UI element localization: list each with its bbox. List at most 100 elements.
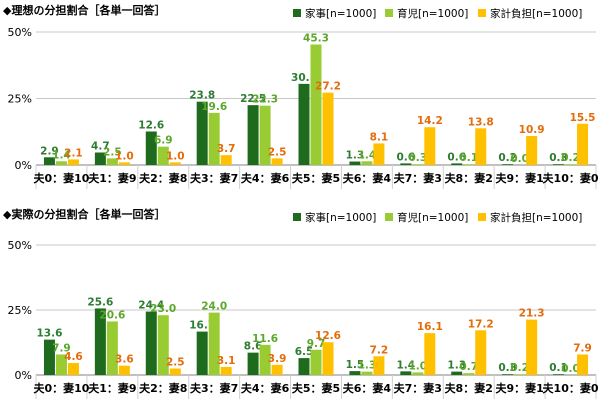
data-label: 2.5 [103, 146, 122, 158]
legend-label: 家事[n=1000] [305, 7, 376, 20]
bar [67, 363, 79, 375]
legend-swatch [385, 213, 393, 221]
bar [475, 128, 487, 165]
data-label: 0.1 [549, 362, 568, 374]
bar [259, 344, 271, 375]
bar [373, 143, 385, 165]
data-label: 27.2 [315, 81, 341, 93]
data-label: 22.3 [252, 94, 278, 106]
category-label: 夫4：妻6 [241, 381, 290, 395]
bar [43, 339, 55, 375]
legend-swatch [293, 9, 301, 17]
category-label: 夫10：妻0 [543, 381, 599, 395]
bar [553, 374, 565, 375]
bar [247, 105, 259, 165]
category-label: 夫3：妻7 [190, 171, 238, 185]
data-label: 0.3 [498, 362, 517, 374]
bar [298, 83, 310, 165]
data-label: 12.6 [138, 119, 164, 131]
data-label: 8.6 [244, 341, 263, 353]
bar [502, 164, 514, 165]
category-label: 夫5：妻5 [292, 171, 340, 185]
bar [271, 364, 283, 375]
bar [553, 164, 565, 165]
legend-label: 家計負担[n=1000] [490, 7, 582, 20]
y-tick-label: 25% [8, 304, 32, 317]
chart-panel-2: ◆実際の分担割合［各単一回答］ 家事[n=1000] 育児[n=1000] 家計負担[… [3, 207, 599, 399]
data-label: 1.0 [409, 360, 428, 372]
category-label: 夫1：妻9 [88, 171, 136, 185]
legend-label: 家事[n=1000] [305, 211, 376, 224]
data-label: 7.9 [573, 342, 592, 354]
category-label: 夫4：妻6 [241, 171, 290, 185]
data-label: 0.1 [459, 152, 478, 164]
category-label: 夫0：妻10 [33, 171, 89, 185]
bar [43, 157, 55, 165]
category-label: 夫10：妻0 [543, 171, 599, 185]
legend-swatch [478, 213, 486, 221]
category-label: 夫7：妻3 [394, 171, 442, 185]
bar [169, 162, 181, 165]
y-tick-label: 50% [8, 26, 32, 39]
category-label: 夫2：妻8 [139, 171, 187, 185]
bar [298, 358, 310, 375]
bar [67, 159, 79, 165]
legend-label: 家計負担[n=1000] [490, 211, 582, 224]
bar [106, 321, 118, 375]
data-label: 2.5 [268, 146, 287, 158]
category-label: 夫9：妻1 [495, 381, 543, 395]
bar [271, 158, 283, 165]
bar [118, 365, 130, 375]
bar [373, 356, 385, 375]
data-label: 23.0 [150, 303, 176, 315]
data-label: 30.5 [291, 72, 317, 84]
legend-swatch [385, 9, 393, 17]
data-label: 21.3 [519, 308, 545, 320]
bar [514, 374, 526, 375]
bar [169, 368, 181, 375]
bar [502, 374, 514, 375]
data-label: 15.5 [570, 112, 596, 124]
data-label: 0.6 [397, 151, 416, 163]
legend-swatch [478, 9, 486, 17]
category-label: 夫8：妻2 [445, 381, 493, 395]
data-label: 2.9 [40, 145, 59, 157]
data-label: 3.9 [268, 353, 287, 365]
data-label: 25.6 [87, 296, 113, 308]
bar [400, 371, 412, 375]
data-label: 17.2 [468, 318, 494, 330]
bar [247, 352, 259, 375]
data-label: 1.0 [115, 150, 134, 162]
data-label: 1.0 [166, 150, 185, 162]
bar [145, 131, 157, 165]
category-label: 夫5：妻5 [292, 381, 340, 395]
data-label: 1.3 [346, 150, 365, 162]
data-label: 1.4 [397, 359, 416, 371]
data-label: 1.5 [346, 359, 365, 371]
data-label: 13.6 [36, 328, 62, 340]
y-tick-label: 0% [15, 159, 32, 172]
data-label: 13.8 [468, 116, 494, 128]
data-label: 0.2 [498, 152, 517, 164]
bar [349, 371, 361, 375]
bar [310, 349, 322, 375]
data-label: 4.6 [64, 351, 83, 363]
data-label: 1.4 [52, 149, 71, 161]
legend-item: 家計負担[n=1000] [478, 211, 582, 224]
legend-item: 家計負担[n=1000] [478, 7, 582, 20]
bar [463, 373, 475, 375]
bar [259, 105, 271, 165]
bar [208, 312, 220, 375]
data-label: 9.7 [307, 338, 326, 350]
bar [475, 330, 487, 375]
bar [94, 308, 106, 375]
data-label: 0.3 [549, 152, 568, 164]
data-label: 10.9 [519, 124, 545, 136]
bar [220, 366, 232, 375]
legend-item: 家事[n=1000] [293, 7, 376, 20]
bar [526, 136, 538, 165]
bar [424, 333, 436, 375]
bar [565, 164, 577, 165]
data-label: 23.8 [189, 90, 215, 102]
